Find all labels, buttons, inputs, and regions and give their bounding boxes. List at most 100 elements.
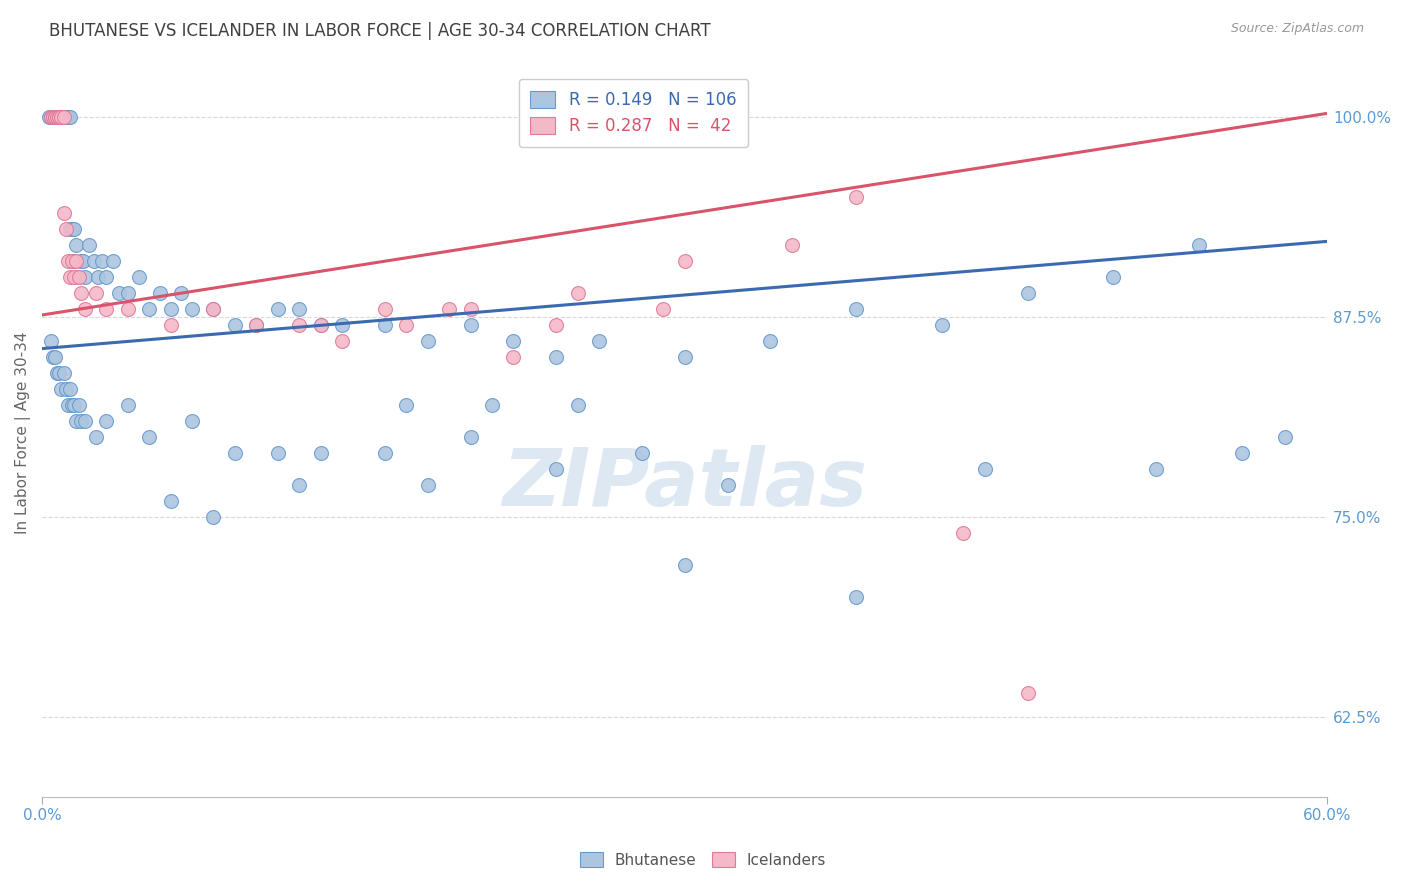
Point [42,110,65,124]
Point [39,110,62,124]
Point [717,477,740,491]
Point [1230,445,1253,459]
Point [181,414,204,428]
Point [374,301,396,316]
Point [845,189,868,203]
Point [309,318,332,332]
Point [65,253,87,268]
Point [108,285,131,300]
Point [69,253,91,268]
Point [673,558,696,572]
Y-axis label: In Labor Force | Age 30-34: In Labor Force | Age 30-34 [15,331,31,533]
Point [72,253,94,268]
Point [416,334,439,348]
Point [67,269,90,284]
Point [159,318,181,332]
Point [288,477,311,491]
Point [652,301,675,316]
Point [567,398,589,412]
Point [374,445,396,459]
Point [51,110,73,124]
Point [845,301,868,316]
Point [67,398,90,412]
Point [44,110,66,124]
Point [1102,269,1125,284]
Point [73,269,96,284]
Point [52,110,75,124]
Point [330,318,353,332]
Point [56,253,79,268]
Point [170,285,193,300]
Point [42,110,65,124]
Point [48,110,70,124]
Point [63,398,86,412]
Point [55,110,77,124]
Point [117,301,139,316]
Point [1017,285,1039,300]
Point [631,445,654,459]
Point [60,398,83,412]
Point [46,110,69,124]
Point [181,301,204,316]
Point [1188,237,1211,252]
Point [44,110,66,124]
Point [117,398,139,412]
Point [42,110,65,124]
Point [48,110,70,124]
Point [546,318,568,332]
Point [96,301,118,316]
Point [845,590,868,604]
Point [202,509,225,524]
Legend: Bhutanese, Icelanders: Bhutanese, Icelanders [574,846,832,873]
Point [138,429,160,443]
Point [673,350,696,364]
Point [59,110,82,124]
Point [59,221,82,235]
Point [46,366,69,380]
Point [83,253,105,268]
Point [56,110,79,124]
Point [59,269,82,284]
Point [288,301,311,316]
Point [69,285,91,300]
Point [69,414,91,428]
Point [374,318,396,332]
Point [39,110,62,124]
Point [149,285,172,300]
Point [39,334,62,348]
Point [48,110,70,124]
Text: ZIPatlas: ZIPatlas [502,444,868,523]
Point [77,237,100,252]
Point [51,110,73,124]
Point [128,269,150,284]
Point [224,445,246,459]
Point [44,110,66,124]
Point [91,253,114,268]
Point [52,110,75,124]
Point [138,301,160,316]
Point [48,366,70,380]
Point [44,350,66,364]
Point [63,269,86,284]
Point [46,110,69,124]
Point [567,285,589,300]
Point [52,205,75,219]
Point [87,269,110,284]
Point [502,350,524,364]
Point [309,445,332,459]
Point [202,301,225,316]
Point [588,334,610,348]
Point [309,318,332,332]
Point [759,334,782,348]
Point [52,110,75,124]
Point [67,269,90,284]
Point [245,318,267,332]
Point [117,285,139,300]
Point [460,429,482,443]
Point [245,318,267,332]
Point [288,318,311,332]
Point [224,318,246,332]
Point [416,477,439,491]
Point [84,429,107,443]
Point [51,110,73,124]
